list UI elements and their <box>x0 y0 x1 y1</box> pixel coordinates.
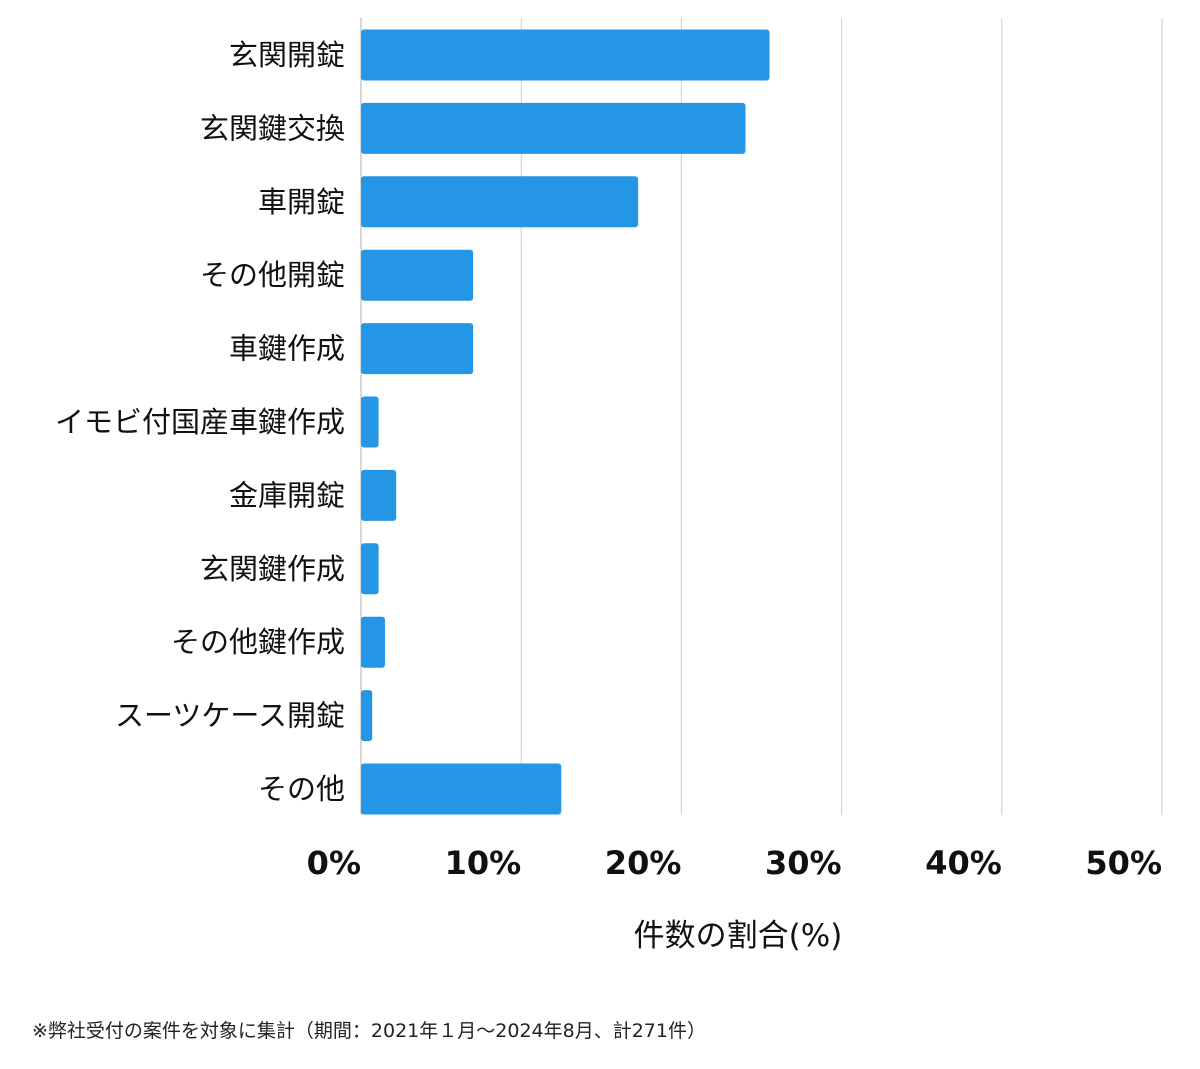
x-tick-label: 30% <box>765 844 842 882</box>
category-label: その他鍵作成 <box>171 625 345 659</box>
category-label: イモビ付国産車鍵作成 <box>55 405 345 439</box>
x-tick-labels: 0% 10% 20% 30% 40% 50% <box>307 844 1162 882</box>
category-label: その他 <box>258 772 345 806</box>
x-axis-title: 件数の割合(%) <box>634 918 843 954</box>
bar <box>361 176 639 228</box>
category-label: 車開錠 <box>258 185 345 219</box>
x-tick-label: 50% <box>1085 844 1162 882</box>
category-label: 金庫開錠 <box>229 478 345 512</box>
category-label: その他開錠 <box>200 258 345 292</box>
bar <box>361 763 562 815</box>
category-labels: 玄関開錠玄関鍵交換車開錠その他開錠車鍵作成イモビ付国産車鍵作成金庫開錠玄関鍵作成… <box>55 38 345 806</box>
category-label: 玄関鍵交換 <box>200 111 345 145</box>
x-tick-label: 0% <box>307 844 361 882</box>
bar <box>361 323 474 375</box>
category-label: スーツケース開錠 <box>115 699 345 733</box>
bar <box>361 616 386 668</box>
bar <box>361 543 379 595</box>
bar-chart-svg: 玄関開錠玄関鍵交換車開錠その他開錠車鍵作成イモビ付国産車鍵作成金庫開錠玄関鍵作成… <box>55 18 1163 954</box>
bar <box>361 29 770 81</box>
x-tick-label: 20% <box>605 844 682 882</box>
category-label: 車鍵作成 <box>229 332 345 366</box>
bar <box>361 102 746 154</box>
category-label: 玄関鍵作成 <box>200 552 345 586</box>
bar <box>361 249 474 301</box>
bar <box>361 690 373 742</box>
bar <box>361 469 397 521</box>
x-tick-label: 40% <box>925 844 1002 882</box>
bars <box>361 29 770 815</box>
bar <box>361 396 379 448</box>
category-label: 玄関開錠 <box>229 38 345 72</box>
footnote: ※弊社受付の案件を対象に集計（期間：2021年１月〜2024年8月、計271件） <box>32 1020 706 1042</box>
x-tick-label: 10% <box>445 844 522 882</box>
